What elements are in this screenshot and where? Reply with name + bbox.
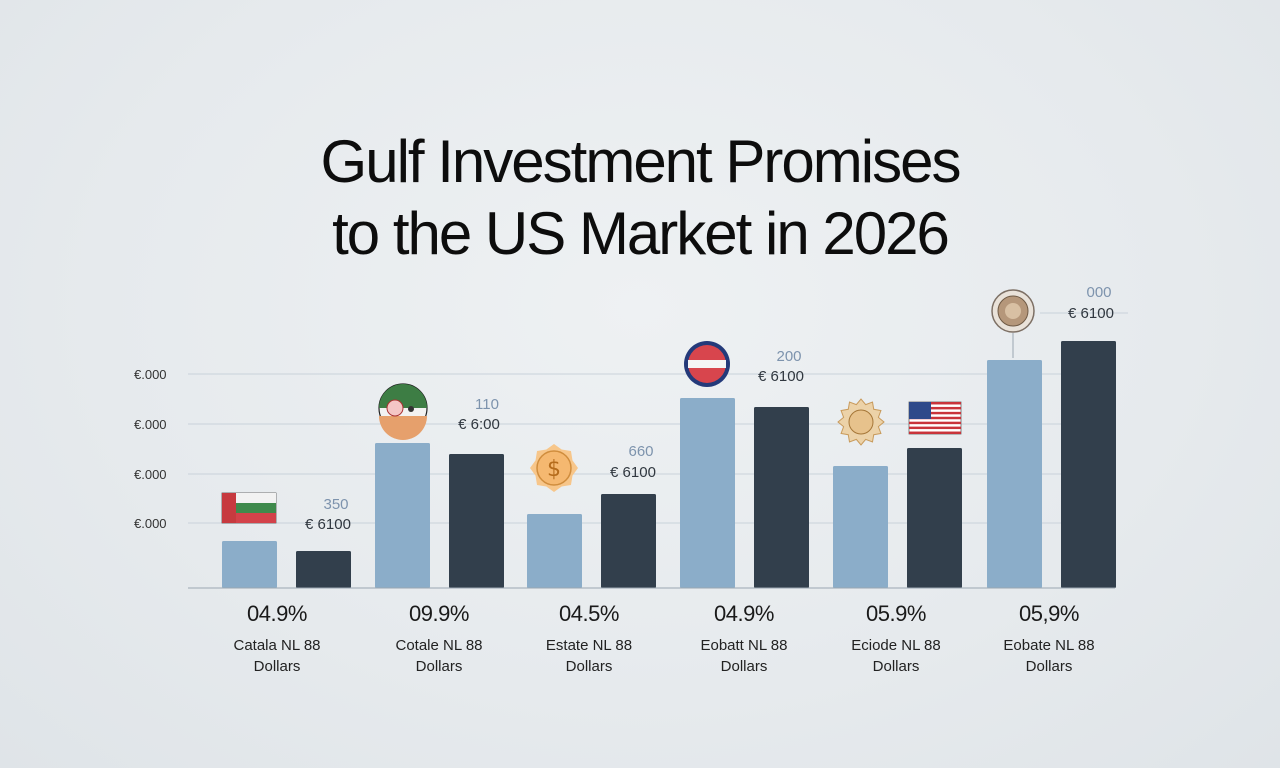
category-name: Eciode NL 88 Dollars bbox=[851, 637, 941, 675]
bar-series-1 bbox=[987, 360, 1042, 588]
category-percentage: 04.9% bbox=[247, 601, 307, 626]
bar-series-2 bbox=[1061, 341, 1116, 588]
category-percentage: 05,9% bbox=[1019, 601, 1079, 626]
category-name: Estate NL 88 Dollars bbox=[545, 637, 633, 675]
bar-series-1 bbox=[833, 466, 888, 588]
category-name: Cotale NL 88 Dollars bbox=[395, 637, 483, 675]
badge-icon bbox=[837, 398, 885, 446]
title-line-1: Gulf Investment Promises bbox=[320, 128, 962, 195]
bar-series-2 bbox=[601, 494, 656, 588]
flag-icon bbox=[221, 492, 277, 524]
value-label: 110 bbox=[475, 396, 499, 413]
category-label: 09.9% Cotale NL 88 Dollars bbox=[359, 601, 519, 677]
chart-title: Gulf Investment Promises to the US Marke… bbox=[0, 126, 1280, 270]
bar-series-2 bbox=[296, 551, 351, 588]
value-label: 350 bbox=[323, 496, 348, 513]
bars bbox=[222, 341, 1116, 588]
y-tick-label: €.000 bbox=[134, 417, 167, 432]
category-name: Eobate NL 88 Dollars bbox=[1003, 637, 1095, 675]
bar-series-1 bbox=[527, 514, 582, 588]
value-labels: 350 € 6100 110 € 6:00 660 € 6100 200 € 6100 000 €… bbox=[305, 284, 1114, 533]
category-label: 04.5% Estate NL 88 Dollars bbox=[509, 601, 669, 677]
currency-label: € 6100 bbox=[1068, 305, 1114, 322]
category-label: 04.9% Eobatt NL 88 Dollars bbox=[664, 601, 824, 677]
category-label: 05.9% Eciode NL 88 Dollars bbox=[816, 601, 976, 677]
bar-series-2 bbox=[754, 407, 809, 588]
emblem-icon bbox=[684, 341, 730, 387]
currency-label: € 6100 bbox=[610, 464, 656, 481]
currency-label: € 6100 bbox=[305, 516, 351, 533]
category-name: Eobatt NL 88 Dollars bbox=[700, 637, 788, 675]
category-label: 05,9% Eobate NL 88 Dollars bbox=[969, 601, 1129, 677]
value-label: 200 bbox=[776, 348, 801, 365]
category-percentage: 05.9% bbox=[866, 601, 926, 626]
category-percentage: 09.9% bbox=[409, 601, 469, 626]
bar-series-1 bbox=[222, 541, 277, 588]
bar-series-1 bbox=[680, 398, 735, 588]
coin-icon bbox=[991, 289, 1035, 333]
currency-label: € 6100 bbox=[758, 368, 804, 385]
y-tick-labels: €.000 €.000 €.000 €.000 bbox=[134, 367, 167, 531]
value-label: 000 bbox=[1086, 284, 1111, 301]
y-tick-label: €.000 bbox=[134, 516, 167, 531]
svg-text:$: $ bbox=[547, 457, 561, 482]
category-name: Catala NL 88 Dollars bbox=[233, 637, 321, 675]
emblem-icon bbox=[378, 383, 428, 440]
category-label: 04.9% Catala NL 88 Dollars bbox=[197, 601, 357, 677]
y-tick-label: €.000 bbox=[134, 367, 167, 382]
bar-series-2 bbox=[449, 454, 504, 588]
y-tick-label: €.000 bbox=[134, 467, 167, 482]
us-flag-icon bbox=[908, 401, 962, 435]
category-percentage: 04.5% bbox=[559, 601, 619, 626]
category-icons: $ bbox=[221, 289, 1035, 524]
bar-series-1 bbox=[375, 443, 430, 588]
bar-series-2 bbox=[907, 448, 962, 588]
value-label: 660 bbox=[628, 443, 653, 460]
dollar-coin-icon: $ bbox=[530, 444, 578, 492]
title-line-2: to the US Market in 2026 bbox=[332, 200, 950, 267]
currency-label: € 6:00 bbox=[458, 416, 500, 433]
category-percentage: 04.9% bbox=[714, 601, 774, 626]
